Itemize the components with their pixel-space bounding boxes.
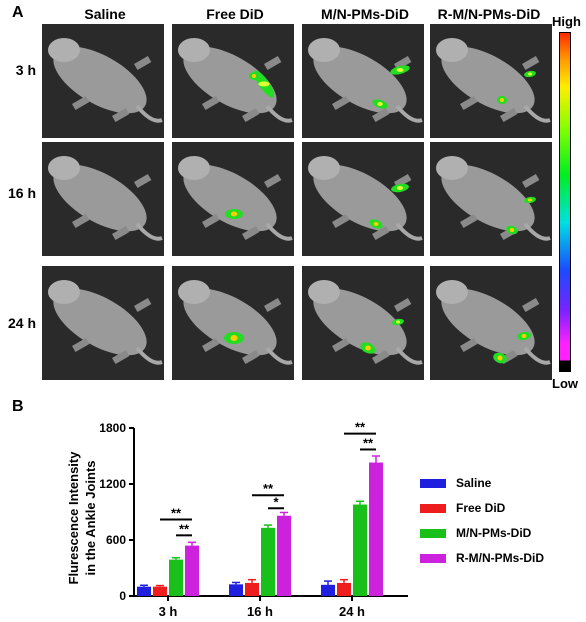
bar <box>337 582 351 596</box>
legend-label: M/N-PMs-DiD <box>456 526 532 540</box>
significance-label: * <box>273 494 279 509</box>
significance-label: ** <box>171 505 182 520</box>
colorbar-high-label: High <box>552 14 581 29</box>
bar <box>137 586 151 596</box>
legend-label: R-M/N-PMs-DiD <box>456 551 544 565</box>
legend-swatch <box>420 554 446 564</box>
bar <box>277 515 291 596</box>
column-header-r-mn-pms-did: R-M/N-PMs-DiD <box>437 6 541 22</box>
y-axis-label-line2: in the Ankle Joints <box>83 460 98 575</box>
bar <box>369 462 383 596</box>
legend-item: R-M/N-PMs-DiD <box>420 551 544 576</box>
y-tick-label: 1800 <box>99 421 126 435</box>
legend-swatch <box>420 479 446 489</box>
imaging-tile <box>172 142 294 256</box>
bar <box>153 586 167 596</box>
imaging-tile <box>302 266 424 380</box>
y-tick-label: 1200 <box>99 477 126 491</box>
legend-swatch <box>420 529 446 539</box>
panel-a-letter: A <box>12 4 24 21</box>
y-axis-label-line1: Flurescence Intensity <box>66 451 81 585</box>
imaging-tile <box>302 142 424 256</box>
imaging-tile <box>172 24 294 138</box>
imaging-tile <box>42 24 164 138</box>
column-header-mn-pms-did: M/N-PMs-DiD <box>321 6 409 22</box>
colorbar <box>559 32 571 372</box>
panel-b-letter: B <box>12 398 24 415</box>
bar <box>229 584 243 596</box>
bar <box>245 582 259 596</box>
legend-item: M/N-PMs-DiD <box>420 526 544 551</box>
significance-label: ** <box>263 481 274 496</box>
legend-item: Free DiD <box>420 501 544 526</box>
imaging-tile <box>430 24 552 138</box>
x-tick-label: 3 h <box>159 604 178 619</box>
legend-label: Free DiD <box>456 501 506 515</box>
significance-label: ** <box>363 435 374 450</box>
colorbar-low-label: Low <box>552 376 578 391</box>
chart-legend: Saline Free DiD M/N-PMs-DiD R-M/N-PMs-DiD <box>420 476 544 576</box>
bar <box>353 504 367 596</box>
imaging-tile <box>42 266 164 380</box>
x-tick-label: 24 h <box>339 604 365 619</box>
x-tick-label: 16 h <box>247 604 273 619</box>
y-tick-label: 600 <box>106 533 126 547</box>
significance-label: ** <box>179 521 190 536</box>
bar <box>185 545 199 596</box>
imaging-tile <box>430 142 552 256</box>
significance-label: ** <box>355 420 366 435</box>
row-header-16h: 16 h <box>7 185 36 201</box>
column-header-saline: Saline <box>84 6 126 22</box>
imaging-tile <box>302 24 424 138</box>
imaging-tile <box>172 266 294 380</box>
legend-label: Saline <box>456 476 492 490</box>
bar <box>261 527 275 596</box>
bar <box>169 559 183 596</box>
legend-item: Saline <box>420 476 544 501</box>
y-tick-label: 0 <box>119 589 126 603</box>
bar <box>321 584 335 596</box>
imaging-tile <box>430 266 552 380</box>
column-header-free-did: Free DiD <box>206 6 264 22</box>
imaging-tile <box>42 142 164 256</box>
row-header-24h: 24 h <box>7 315 36 331</box>
legend-swatch <box>420 504 446 514</box>
row-header-3h: 3 h <box>15 62 36 78</box>
bar-chart: Flurescence Intensity in the Ankle Joint… <box>66 420 408 619</box>
